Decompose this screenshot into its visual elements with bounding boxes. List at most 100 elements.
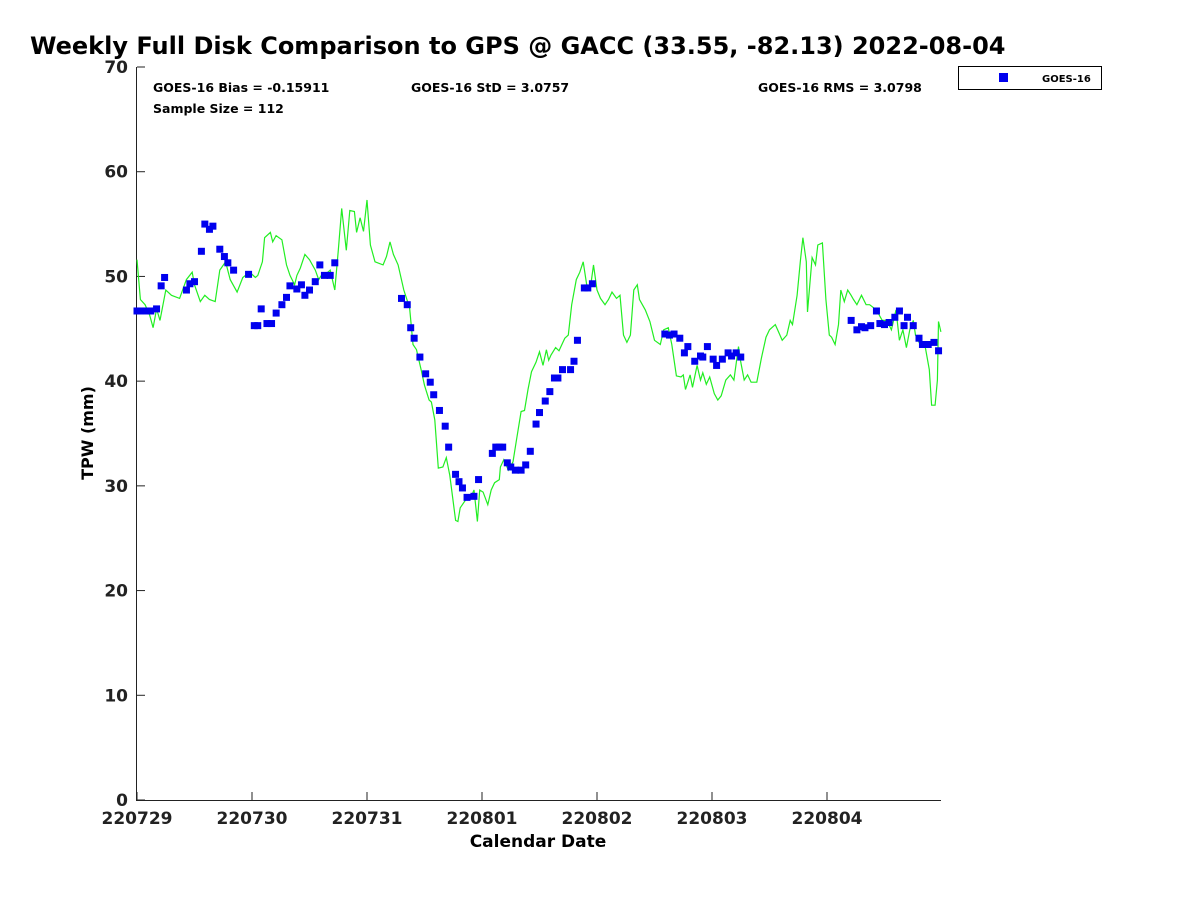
goes16-data-point (511, 466, 519, 474)
goes16-data-point (403, 301, 411, 309)
goes16-data-point (272, 309, 280, 317)
goes16-data-point (416, 353, 424, 361)
goes16-data-point (455, 478, 463, 486)
goes16-data-point (245, 270, 253, 278)
goes16-data-point (895, 307, 903, 315)
goes16-data-point (567, 366, 575, 374)
goes16-data-point (670, 330, 678, 338)
x-tick-label: 220729 (102, 809, 173, 829)
goes16-data-point (398, 294, 405, 302)
goes16-data-point (691, 357, 699, 365)
goes16-data-point (517, 466, 525, 474)
goes16-data-point (445, 443, 453, 451)
goes16-data-point (924, 340, 932, 348)
goes16-data-point (684, 343, 692, 351)
x-axis-label: Calendar Date (470, 832, 607, 852)
goes16-data-point (588, 280, 596, 288)
goes16-data-point (559, 366, 566, 374)
x-tick-label: 220803 (677, 809, 748, 829)
goes16-data-point (554, 374, 562, 382)
goes16-data-point (153, 305, 161, 313)
goes16-data-point (463, 493, 471, 501)
plot-area: 0 10 20 30 40 50 60 70 220729 220730 220731 220801 2… (102, 58, 943, 829)
legend-marker-goes16 (999, 73, 1008, 82)
goes16-data-point (573, 336, 581, 344)
goes16-data-point (732, 349, 740, 357)
goes16-data-point (867, 322, 875, 330)
goes16-data-point (426, 378, 434, 386)
goes16-data-point (503, 459, 511, 467)
goes16-data-point (410, 334, 418, 342)
goes16-data-point (407, 324, 415, 332)
goes16-data-point (847, 316, 855, 324)
goes16-data-point (293, 285, 301, 293)
gps-series-line (136, 199, 942, 523)
annotation-rms: GOES-16 RMS = 3.0798 (758, 80, 922, 95)
goes16-data-point (872, 307, 880, 315)
y-axis-label: TPW (mm) (78, 386, 97, 480)
goes16-data-point (286, 282, 294, 290)
goes16-data-point (546, 388, 554, 396)
goes16-data-point (230, 266, 238, 274)
goes16-data-point (254, 322, 262, 330)
goes16-data-point (452, 470, 460, 478)
goes16-data-point (532, 420, 540, 428)
chart-title: Weekly Full Disk Comparison to GPS @ GAC… (30, 32, 1006, 60)
goes16-data-point (665, 331, 673, 339)
goes16-data-point (297, 281, 305, 289)
goes16-data-point (475, 476, 483, 484)
goes16-data-point (918, 340, 926, 348)
legend-box (958, 66, 1102, 90)
goes16-data-point (541, 397, 549, 405)
y-tick-label: 20 (104, 582, 128, 602)
goes16-data-point (142, 307, 150, 315)
x-tick-label: 220801 (447, 809, 518, 829)
goes16-data-point (885, 319, 893, 327)
goes16-data-point (718, 355, 726, 363)
goes16-data-point (915, 334, 923, 342)
x-tick-label: 220730 (217, 809, 288, 829)
goes16-data-point (891, 313, 899, 321)
goes16-data-point (209, 222, 217, 230)
goes16-data-point (201, 220, 209, 228)
goes16-data-point (320, 271, 328, 279)
goes16-data-point (191, 278, 198, 286)
goes16-data-point (861, 324, 869, 332)
annotation-std: GOES-16 StD = 3.0757 (411, 80, 569, 95)
goes16-data-point (197, 247, 205, 255)
y-tick-label: 0 (116, 791, 128, 811)
annotation-bias: GOES-16 Bias = -0.15911 (153, 80, 329, 95)
goes16-data-point (536, 409, 543, 417)
goes16-data-point (522, 461, 530, 469)
goes16-data-point (661, 330, 669, 338)
goes16-data-point (136, 307, 144, 315)
goes16-data-point (570, 357, 578, 365)
goes16-data-point (904, 313, 911, 321)
goes16-data-point (422, 370, 430, 378)
goes16-data-point (311, 278, 319, 286)
y-tick-label: 30 (104, 477, 128, 497)
goes16-data-point (900, 322, 908, 330)
goes16-data-point (435, 406, 443, 414)
goes16-data-point (220, 253, 228, 261)
goes16-data-point (876, 320, 884, 328)
goes16-data-point (499, 443, 507, 451)
goes16-data-point (331, 259, 339, 267)
goes16-data-point (470, 492, 478, 500)
goes16-data-point (224, 259, 232, 267)
goes16-data-point (268, 320, 276, 328)
goes16-data-point (157, 282, 165, 290)
goes16-data-point (278, 301, 286, 309)
goes16-data-point (161, 273, 169, 281)
goes16-data-point (216, 245, 224, 253)
goes16-data-point (186, 280, 194, 288)
legend-label-goes16: GOES-16 (1042, 74, 1091, 85)
goes16-data-point (257, 305, 265, 313)
goes16-data-point (713, 361, 721, 369)
y-tick-label: 70 (104, 58, 128, 78)
goes16-data-point (182, 286, 190, 294)
goes16-data-point (881, 321, 888, 329)
goes16-data-point (306, 286, 313, 294)
goes16-data-point (699, 353, 707, 361)
